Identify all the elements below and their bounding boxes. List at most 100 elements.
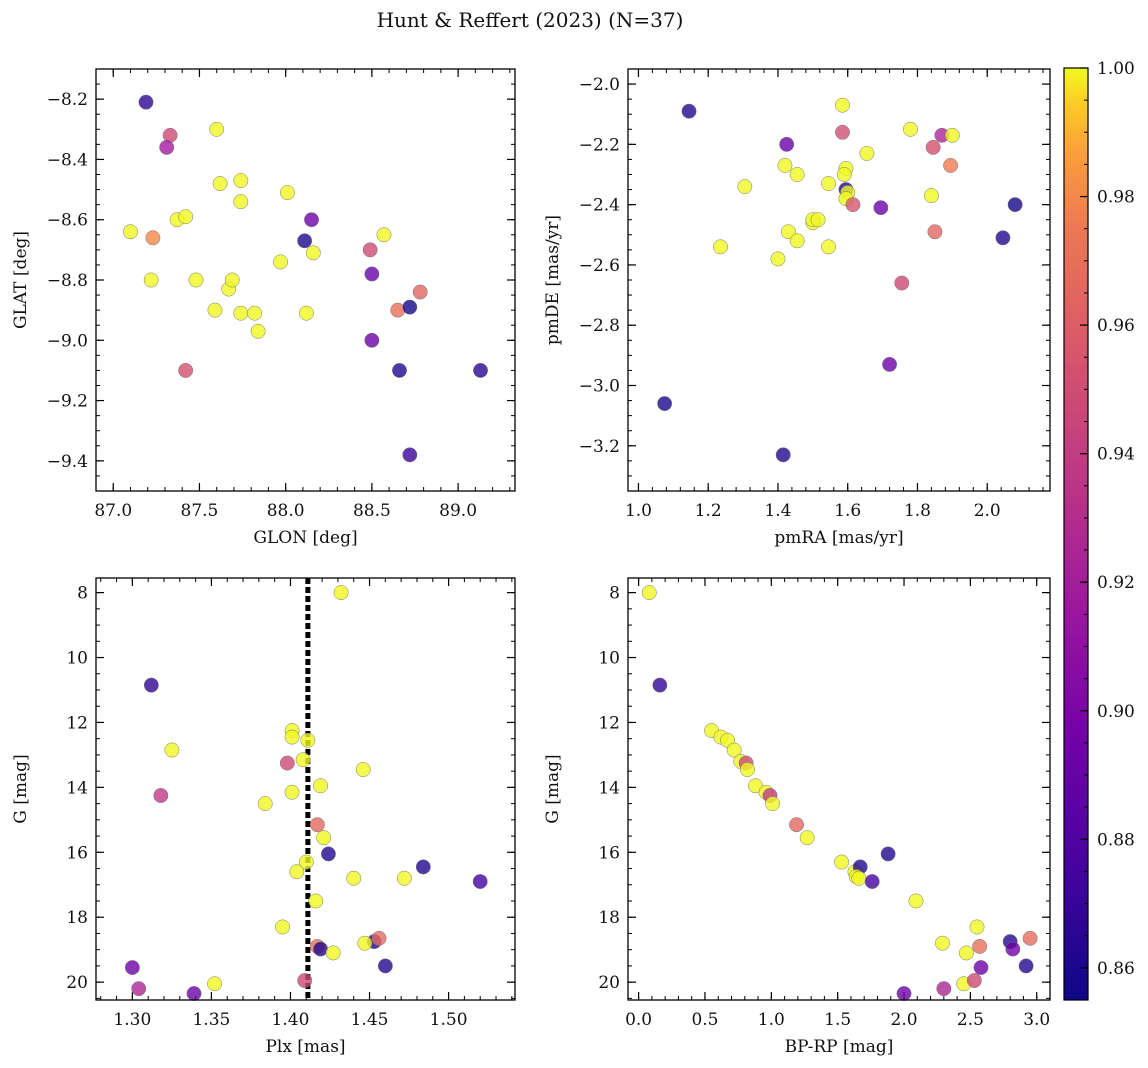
x-tick-label: 1.6: [834, 501, 861, 521]
scatter-point: [777, 158, 793, 173]
scatter-point: [233, 194, 249, 210]
x-tick-label: 88.5: [353, 501, 391, 521]
panel-bprp-g: 0.0 0.5 1.0 1.5 2.0 2.5 3.0 8 10 12 14 16 18 20 BP-RP …: [543, 577, 1051, 1057]
scatter-point: [927, 224, 943, 240]
scatter-point: [325, 945, 341, 961]
scatter-point: [298, 854, 314, 870]
scatter-point: [903, 121, 918, 137]
scatter-point: [995, 230, 1011, 246]
scatter-point: [652, 677, 668, 693]
scatter-point: [289, 864, 305, 880]
y-tick-label: 16: [66, 843, 88, 863]
scatter-point: [737, 179, 753, 195]
x-tick-label: 0.0: [625, 1010, 652, 1030]
scatter-point: [143, 272, 159, 288]
x-tick-label: 1.0: [758, 1010, 785, 1030]
y-tick-label: 10: [66, 649, 88, 669]
scatter-point: [845, 197, 861, 213]
scatter-point: [186, 986, 202, 1001]
scatter-point: [355, 762, 371, 777]
figure-title: Hunt & Reffert (2023) (N=37): [377, 8, 684, 32]
y-tick-label: 12: [598, 713, 620, 733]
scatter-point: [284, 729, 300, 745]
x-tick-label: 1.45: [351, 1010, 389, 1030]
scatter-point: [320, 846, 336, 862]
scatter-point: [859, 145, 875, 161]
scatter-point: [131, 981, 147, 997]
scatter-point: [412, 284, 428, 300]
axes-frame: [95, 577, 516, 1001]
scatter-point: [775, 447, 791, 463]
scatter-point: [1005, 941, 1021, 957]
scatter-point: [739, 762, 755, 777]
y-tick-label: −2.4: [579, 196, 620, 216]
scatter-point: [178, 209, 194, 225]
scatter-point: [247, 305, 263, 321]
y-tick-label: −2.6: [579, 256, 620, 276]
scatter-point: [765, 796, 781, 812]
scatter-point: [178, 362, 194, 378]
scatter-point: [396, 870, 412, 886]
scatter-point: [894, 275, 910, 291]
x-tick-label: 89.0: [439, 501, 477, 521]
scatter-point: [123, 224, 138, 240]
scatter-point: [864, 874, 880, 889]
y-tick-label: −8.6: [47, 211, 88, 231]
scatter-point: [789, 167, 805, 182]
colorbar: 0.86 0.88 0.90 0.92 0.94 0.96 0.98 1.00: [1063, 59, 1135, 1001]
panel-pmra-pmde: 1.0 1.2 1.4 1.6 1.8 2.0 −2.0 −2.2 −2.4 −2.6 −2.8 −3…: [543, 68, 1051, 548]
x-tick-label: 0.5: [691, 1010, 718, 1030]
x-tick-label: 1.0: [625, 501, 652, 521]
scatter-point: [712, 239, 728, 255]
scatter-point: [284, 784, 300, 800]
scatter-point: [377, 958, 393, 974]
scatter-point: [851, 870, 867, 886]
scatter-point: [233, 305, 249, 321]
y-tick-label: −2.8: [579, 316, 620, 336]
colorbar-tick-label: 0.88: [1097, 830, 1135, 850]
scatter-point: [835, 97, 850, 113]
x-tick-label: 1.30: [113, 1010, 151, 1030]
colorbar-gradient: [1063, 67, 1089, 1001]
scatter-point: [304, 212, 319, 228]
scatter-point: [279, 755, 295, 771]
scatter-point: [821, 239, 836, 255]
scatter-point: [143, 677, 159, 693]
scatter-point: [681, 103, 697, 119]
scatter-point: [834, 854, 850, 870]
y-tick-label: −9.4: [47, 452, 88, 472]
y-tick-label: −8.8: [47, 271, 88, 291]
x-tick-label: 1.50: [430, 1010, 468, 1030]
y-tick-label: 12: [66, 713, 88, 733]
scatter-point: [207, 976, 223, 992]
colorbar-tick-label: 0.92: [1097, 573, 1135, 593]
scatter-point: [124, 960, 140, 975]
scatter-point: [297, 973, 313, 988]
y-axis-label: GLAT [deg]: [11, 231, 31, 329]
scatter-point: [936, 981, 952, 997]
x-tick-label: 1.40: [272, 1010, 310, 1030]
scatter-point: [207, 302, 223, 318]
scatter-point: [1007, 197, 1023, 213]
y-axis-label: pmDE [mas/yr]: [543, 215, 563, 345]
axes-frame: [95, 68, 516, 492]
scatter-point: [415, 859, 431, 875]
x-tick-label: 88.0: [267, 501, 305, 521]
y-tick-label: 20: [66, 973, 88, 993]
x-tick-label: 87.5: [181, 501, 219, 521]
scatter-point: [943, 158, 959, 173]
axes-frame: [627, 577, 1051, 1001]
y-tick-label: 20: [598, 973, 620, 993]
colorbar-tick-label: 0.94: [1097, 445, 1135, 465]
scatter-point: [873, 200, 889, 216]
scatter-point: [364, 266, 380, 282]
scatter-point: [371, 930, 387, 946]
scatter-point: [972, 938, 988, 954]
scatter-point: [153, 788, 169, 803]
scatter-point: [835, 124, 850, 140]
colorbar-tick-label: 0.96: [1097, 316, 1135, 336]
x-tick-label: 2.5: [957, 1010, 984, 1030]
y-tick-label: −3.2: [579, 437, 620, 457]
scatter-point: [973, 960, 989, 975]
